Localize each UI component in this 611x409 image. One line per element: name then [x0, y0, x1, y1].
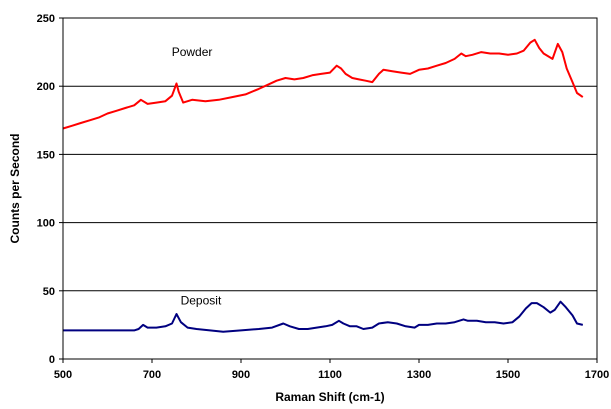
- y-axis-title: Counts per Second: [8, 133, 22, 243]
- tick-layer: 0 50 100 150 200 250 500 700 900 1100 1300 1500 1700: [37, 13, 610, 381]
- gridlines: [63, 85, 597, 292]
- annotations: Powder Deposit: [172, 45, 222, 307]
- series-line-1: [62, 38, 584, 130]
- x-tick-label-900: 900: [232, 369, 250, 381]
- x-tick-label-500: 500: [54, 369, 72, 381]
- x-tick-label-1100: 1100: [318, 369, 342, 381]
- series-layer: [62, 38, 584, 333]
- x-tick-label-1300: 1300: [407, 369, 431, 381]
- annotation-1: Powder: [172, 45, 213, 59]
- y-tick-label-50: 50: [43, 286, 55, 298]
- x-tick-label-700: 700: [143, 369, 161, 381]
- x-tick-label-1700: 1700: [585, 369, 609, 381]
- x-axis-title: Raman Shift (cm-1): [275, 390, 384, 404]
- y-tick-label-250: 250: [37, 13, 55, 25]
- y-tick-label-200: 200: [37, 81, 55, 93]
- y-tick-label-150: 150: [37, 149, 55, 161]
- y-tick-label-100: 100: [37, 218, 55, 230]
- annotation-2: Deposit: [181, 293, 222, 307]
- series-line-2: [63, 300, 584, 333]
- y-tick-label-0: 0: [49, 354, 55, 366]
- x-tick-label-1500: 1500: [496, 369, 520, 381]
